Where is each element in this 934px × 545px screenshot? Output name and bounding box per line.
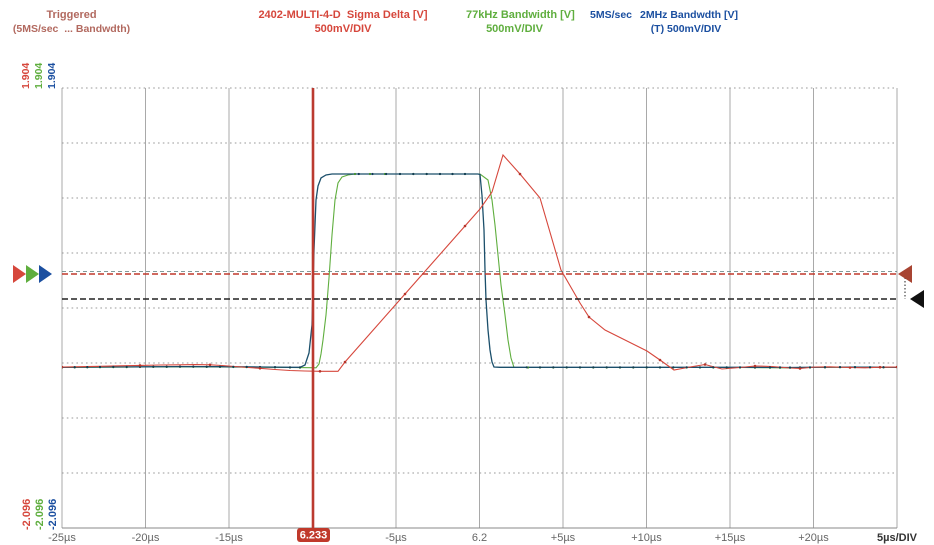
svg-text:-2.096: -2.096 [34, 499, 46, 530]
svg-text:+5µs: +5µs [551, 532, 576, 544]
svg-text:+15µs: +15µs [715, 532, 746, 544]
svg-text:-15µs: -15µs [215, 532, 243, 544]
svg-text:5µs/DIV: 5µs/DIV [877, 532, 918, 544]
svg-text:6.233: 6.233 [300, 530, 328, 542]
svg-text:1.904: 1.904 [20, 63, 32, 89]
svg-text:-25µs: -25µs [48, 532, 76, 544]
svg-text:-20µs: -20µs [132, 532, 160, 544]
svg-text:+20µs: +20µs [798, 532, 829, 544]
svg-text:6.2: 6.2 [472, 532, 487, 544]
svg-text:1.904: 1.904 [33, 63, 45, 89]
svg-text:-2.096: -2.096 [47, 499, 59, 530]
svg-text:1.904: 1.904 [46, 63, 58, 89]
svg-text:-2.096: -2.096 [21, 499, 33, 530]
svg-text:+10µs: +10µs [631, 532, 662, 544]
svg-text:-5µs: -5µs [385, 532, 407, 544]
